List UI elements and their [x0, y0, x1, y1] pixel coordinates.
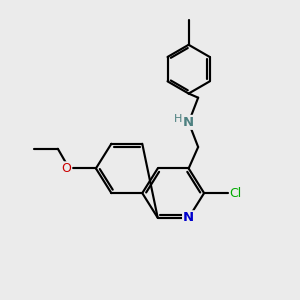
Text: H: H [174, 114, 182, 124]
Text: Cl: Cl [229, 187, 241, 200]
Text: O: O [62, 162, 71, 175]
Text: N: N [183, 116, 194, 129]
Text: N: N [183, 211, 194, 224]
